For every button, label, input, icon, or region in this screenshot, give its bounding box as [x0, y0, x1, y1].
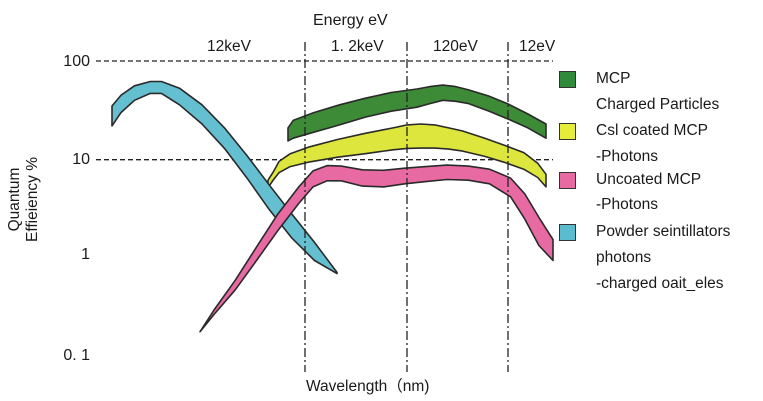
- legend-swatch-csl-coated: [559, 123, 576, 140]
- x-axis-label: Wavelength（nm): [306, 378, 430, 395]
- top-axis-title: Energy eV: [313, 12, 388, 29]
- y-axis-label-line-1: Quantum: [6, 167, 23, 232]
- y-tick-1: 1: [81, 246, 90, 263]
- legend-swatch-powder: [559, 224, 576, 241]
- legend-label-mcp-line-1: MCP: [596, 70, 631, 87]
- legend-label-csl-line-2: -Photons: [596, 148, 659, 165]
- energy-tick-1-2kev: 1. 2keV: [331, 38, 384, 55]
- legend-label-powder-line-3: -charged oait_eles: [596, 275, 724, 292]
- energy-tick-120ev: 120eV: [433, 38, 478, 55]
- efficiency-bands: [111, 80, 554, 333]
- y-axis-label: Quantum Effieiency %: [6, 157, 42, 242]
- legend-label-powder-line-1: Powder seintillators: [596, 223, 731, 240]
- energy-divider-lines: [304, 42, 509, 372]
- y-tick-10: 10: [72, 151, 90, 168]
- legend-swatch-uncoated: [559, 172, 576, 189]
- band-mcp: [287, 84, 547, 142]
- band-powder-scintillators: [111, 80, 338, 275]
- legend-label-uncoated-line-1: Uncoated MCP: [596, 171, 702, 188]
- energy-tick-12kev: 12keV: [207, 38, 251, 55]
- legend-label-uncoated-line-2: -Photons: [596, 196, 659, 213]
- legend-label-mcp-line-2: Charged Particles: [596, 96, 720, 113]
- legend-label-powder-line-2: photons: [596, 249, 652, 266]
- band-uncoated-mcp: [199, 164, 554, 333]
- y-tick-0-1: 0. 1: [63, 347, 90, 364]
- band-csl-coated-mcp: [267, 123, 547, 189]
- y-axis-label-line-2: Effieiency %: [23, 156, 41, 242]
- legend-swatch-mcp: [559, 71, 576, 88]
- energy-tick-12ev: 12eV: [519, 38, 556, 55]
- legend-label-csl-line-1: Csl coated MCP: [596, 122, 708, 139]
- y-tick-100: 100: [63, 53, 90, 70]
